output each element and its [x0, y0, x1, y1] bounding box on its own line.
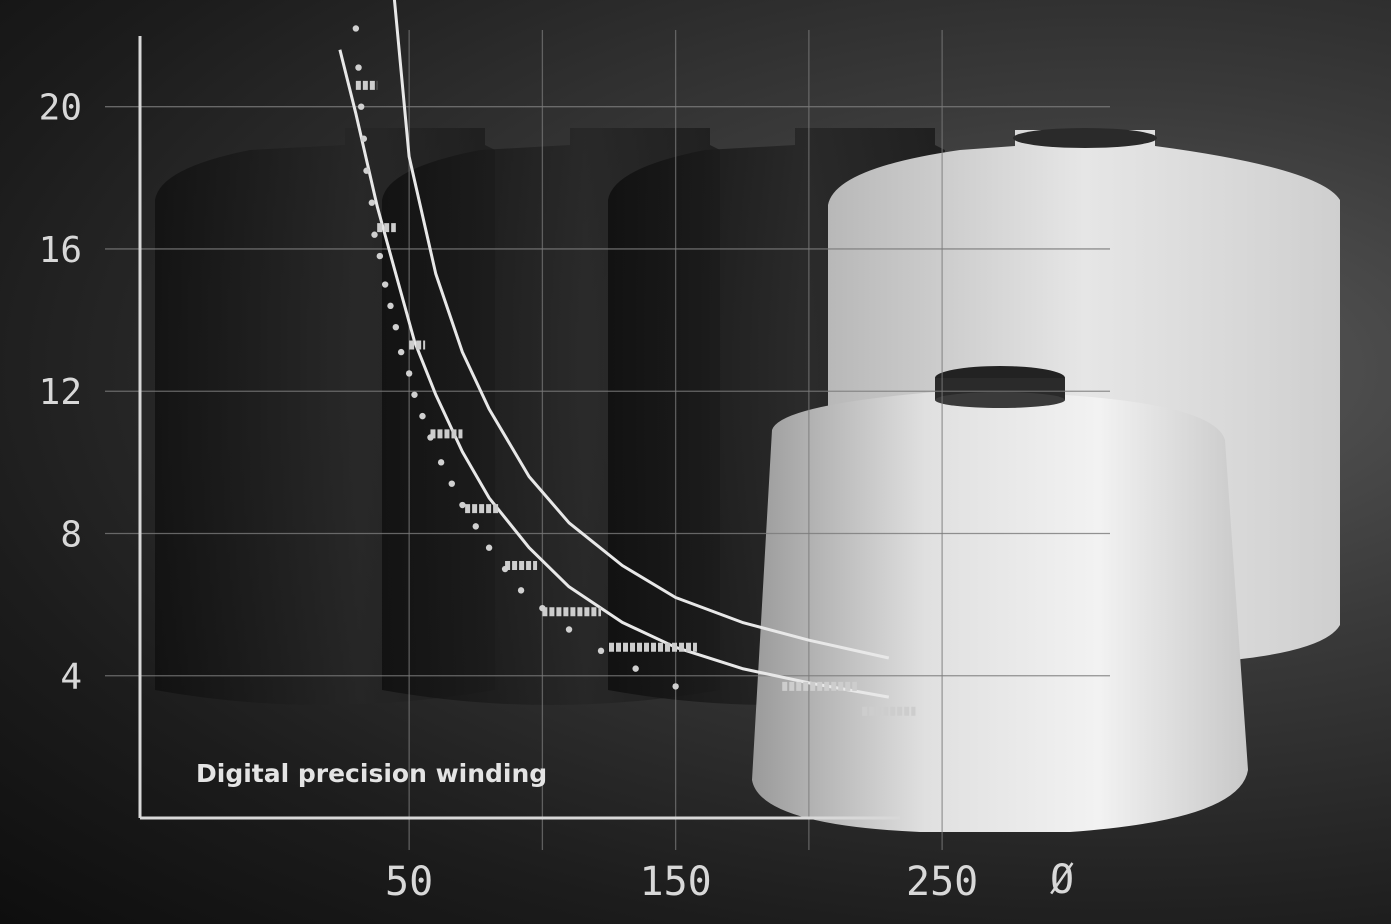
data-point [437, 459, 445, 466]
y-tick-label: 8 [60, 514, 82, 555]
y-tick-label: 20 [39, 88, 82, 129]
caption-label: Digital precision winding [196, 759, 547, 788]
data-point [360, 135, 368, 142]
y-tick-label: 4 [60, 657, 82, 698]
data-point [405, 370, 413, 377]
data-point [485, 544, 493, 551]
data-point [448, 480, 455, 487]
x-tick-label: 250 [906, 859, 978, 905]
data-point [387, 302, 394, 310]
data-point [371, 231, 378, 238]
data-point [539, 604, 546, 612]
data-point [632, 665, 639, 672]
tick-labels: 4 8 12 16 20 50 150 250 [39, 88, 979, 905]
spool-image-front [752, 366, 1248, 832]
data-point [427, 434, 434, 441]
data-point [597, 647, 605, 655]
data-point [376, 252, 384, 260]
data-point [397, 348, 405, 356]
data-point [565, 626, 573, 633]
data-point [472, 523, 479, 530]
data-point [381, 281, 389, 288]
data-point [672, 683, 679, 690]
data-point [355, 64, 362, 71]
grid-lines [105, 30, 1110, 850]
data-point [419, 412, 426, 420]
data-point [392, 324, 400, 331]
data-point [357, 103, 365, 110]
data-point [352, 25, 360, 32]
lower-curve-line [338, 49, 890, 699]
x-tick-label: 150 [640, 859, 712, 905]
spool-images [155, 128, 1340, 832]
data-point [363, 167, 370, 174]
upper-curve-line [392, 0, 890, 660]
data-point [411, 391, 418, 398]
x-tick-label: 50 [385, 859, 433, 905]
data-point [517, 587, 525, 594]
axes [138, 36, 900, 820]
y-tick-label: 16 [39, 230, 82, 271]
data-series [338, 0, 916, 716]
x-axis-symbol: Ø [1050, 857, 1074, 903]
data-point [459, 501, 466, 509]
data-point [501, 565, 509, 573]
data-point [368, 199, 376, 206]
y-tick-label: 12 [39, 372, 82, 413]
